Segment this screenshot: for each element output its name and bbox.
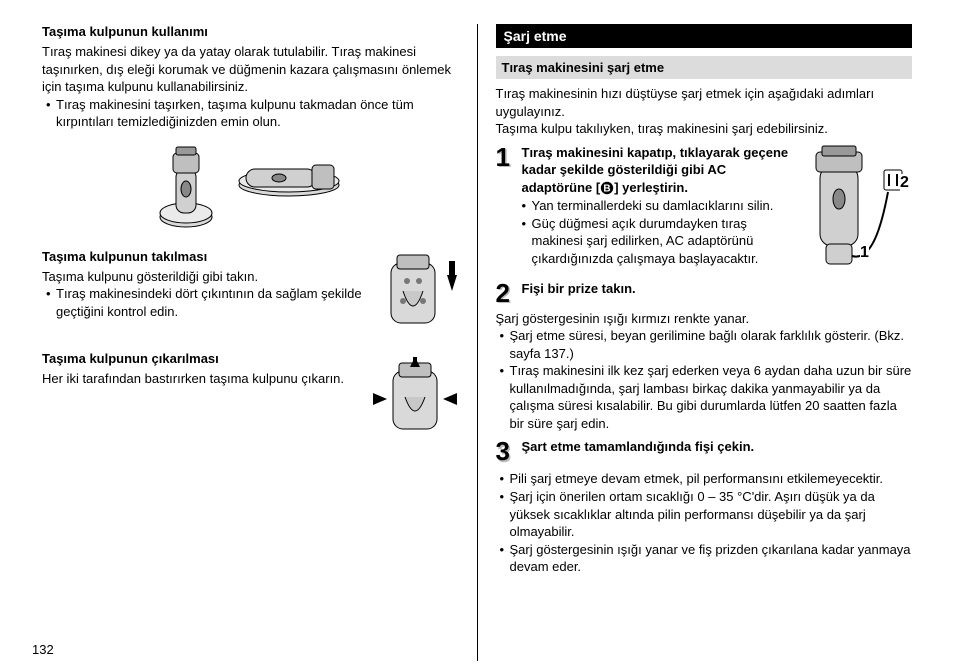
bullet-item: • Şarj için önerilen ortam sıcaklığı 0 –… xyxy=(500,488,913,541)
shaver-lying-illustration xyxy=(234,139,344,199)
step-1-text: Tıraş makinesini kapatıp, tıklayarak geç… xyxy=(522,144,795,197)
step-3-text: Şart etme tamamlandığında fişi çekin. xyxy=(522,438,913,456)
step2-paragraph: Şarj göstergesinin ışığı kırmızı renkte … xyxy=(496,310,913,328)
bullet-item: • Tıraş makinesini ilk kez şarj ederken … xyxy=(500,362,913,432)
illustration-row-top xyxy=(42,139,459,229)
bullet-text: Güç düğmesi açık durumdayken tıraş makin… xyxy=(532,215,795,268)
detach-illustration xyxy=(369,353,459,439)
bullet-item: • Tıraş makinesini taşırken, taşıma kulp… xyxy=(46,96,459,131)
detach-illustration-wrap xyxy=(369,353,459,439)
intro-paragraph-1: Tıraş makinesinin hızı düştüyse şarj etm… xyxy=(496,85,913,120)
bullet-dot: • xyxy=(500,470,510,488)
bullet-dot: • xyxy=(46,285,56,320)
bullet-dot: • xyxy=(522,197,532,215)
bullet-item: • Pili şarj etmeye devam etmek, pil perf… xyxy=(500,470,913,488)
bullet-dot: • xyxy=(522,215,532,268)
bullet-text: Şarj etme süresi, beyan gerilimine bağlı… xyxy=(510,327,913,362)
bullet-text: Tıraş makinesindeki dört çıkıntının da s… xyxy=(56,285,373,320)
bullet-text: Tıraş makinesini ilk kez şarj ederken ve… xyxy=(510,362,913,432)
page-number: 132 xyxy=(32,642,54,657)
step-number-3: 3 xyxy=(496,438,522,464)
step-2-text: Fişi bir prize takın. xyxy=(522,280,913,298)
bullet-item: • Yan terminallerdeki su damlacıklarını … xyxy=(522,197,795,215)
bullet-item: • Tıraş makinesindeki dört çıkıntının da… xyxy=(46,285,373,320)
section-title-bar: Şarj etme xyxy=(496,24,913,48)
bullet-dot: • xyxy=(500,327,510,362)
charging-diagram-svg xyxy=(802,144,912,274)
section-subtitle-bar: Tıraş makinesini şarj etme xyxy=(496,56,913,79)
paragraph-usage: Tıraş makinesi dikey ya da yatay olarak … xyxy=(42,43,459,96)
bullet-dot: • xyxy=(500,362,510,432)
step-2: 2 Fişi bir prize takın. xyxy=(496,280,913,306)
step2-bullets: • Şarj etme süresi, beyan gerilimine bağ… xyxy=(500,327,913,432)
bullet-text: Yan terminallerdeki su damlacıklarını si… xyxy=(532,197,795,215)
step1-block-wrap: 1 2 1 Tıraş makinesini kapatıp, tıklayar… xyxy=(496,144,913,274)
bullet-item: • Güç düğmesi açık durumdayken tıraş mak… xyxy=(522,215,795,268)
shaver-upright-illustration xyxy=(156,139,216,229)
bullet-dot: • xyxy=(500,541,510,576)
bullet-item: • Şarj etme süresi, beyan gerilimine bağ… xyxy=(500,327,913,362)
bullet-text: Şarj için önerilen ortam sıcaklığı 0 – 3… xyxy=(510,488,913,541)
svg-text:B: B xyxy=(604,183,611,194)
bullet-text: Şarj göstergesinin ışığı yanar ve fiş pr… xyxy=(510,541,913,576)
step-1: 1 Tıraş makinesini kapatıp, tıklayarak g… xyxy=(496,144,795,197)
intro-paragraph-2: Taşıma kulpu takılıyken, tıraş makinesin… xyxy=(496,120,913,138)
step-number-2: 2 xyxy=(496,280,522,306)
right-column: Şarj etme Tıraş makinesini şarj etme Tır… xyxy=(477,24,925,661)
manual-page: Taşıma kulpunun kullanımı Tıraş makinesi… xyxy=(0,0,954,671)
step1-part-b: ] yerleştirin. xyxy=(614,180,688,195)
attach-section: Taşıma kulpunun takılması Taşıma kulpunu… xyxy=(42,249,459,341)
step-3: 3 Şart etme tamamlandığında fişi çekin. xyxy=(496,438,913,464)
step-number-1: 1 xyxy=(496,144,522,170)
bullet-text: Tıraş makinesini taşırken, taşıma kulpun… xyxy=(56,96,459,131)
bullet-list: • Tıraş makinesini taşırken, taşıma kulp… xyxy=(46,96,459,131)
b-icon: B xyxy=(600,180,614,198)
heading-usage: Taşıma kulpunun kullanımı xyxy=(42,24,459,39)
diagram-label-1: 1 xyxy=(860,244,869,262)
bullet-text: Pili şarj etmeye devam etmek, pil perfor… xyxy=(510,470,913,488)
bullet-dot: • xyxy=(46,96,56,131)
left-column: Taşıma kulpunun kullanımı Tıraş makinesi… xyxy=(30,24,477,661)
attach-illustration-wrap xyxy=(381,251,459,341)
charging-diagram: 1 2 xyxy=(802,144,912,274)
bullet-dot: • xyxy=(500,488,510,541)
attach-illustration xyxy=(381,251,459,341)
step3-bullets: • Pili şarj etmeye devam etmek, pil perf… xyxy=(500,470,913,575)
bullet-item: • Şarj göstergesinin ışığı yanar ve fiş … xyxy=(500,541,913,576)
detach-section: Taşıma kulpunun çıkarılması Her iki tara… xyxy=(42,351,459,439)
diagram-label-2: 2 xyxy=(900,174,909,192)
